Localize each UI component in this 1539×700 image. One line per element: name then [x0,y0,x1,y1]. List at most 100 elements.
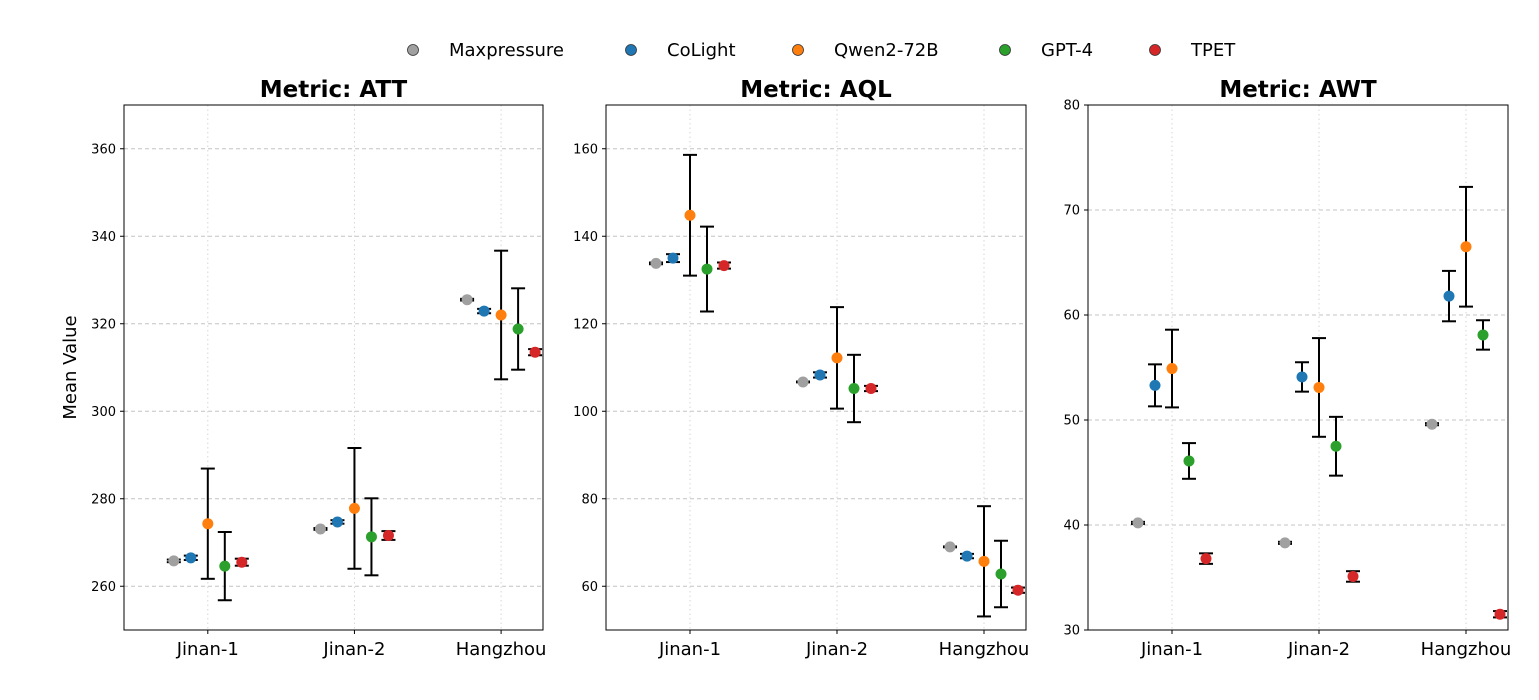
data-point [1347,570,1359,582]
point-gpt-4-jinan-1 [1182,442,1196,480]
x-tick-label-hangzhou: Hangzhou [1421,639,1512,660]
data-point [202,518,214,530]
y-tick-label: 70 [1063,204,1080,219]
panel-title: Metric: ATT [260,77,408,103]
data-point [684,209,696,221]
point-maxpressure-hangzhou [460,294,475,306]
point-maxpressure-jinan-1 [1131,517,1145,529]
point-colight-jinan-2 [1295,361,1309,393]
y-tick-label: 60 [1063,309,1080,324]
legend-marker-qwen2-72b [792,44,804,56]
y-tick-label: 260 [91,580,116,595]
data-point [512,323,524,335]
point-colight-hangzhou [960,550,974,562]
data-point [961,550,973,562]
x-tick-label-jinan-1: Jinan-1 [658,639,721,660]
point-tpet-jinan-2 [1346,570,1360,583]
data-point [365,531,377,543]
point-gpt-4-jinan-2 [364,497,379,577]
y-tick-label: 300 [91,405,116,420]
point-tpet-jinan-1 [717,260,731,272]
data-point [1330,440,1342,452]
x-tick-label-jinan-2: Jinan-2 [805,639,868,660]
y-tick-label: 120 [573,317,598,332]
data-point [495,309,507,321]
data-point [1183,455,1195,467]
y-tick-label: 160 [573,142,598,157]
legend-label-tpet: TPET [1190,40,1236,61]
point-colight-hangzhou [1442,269,1456,323]
plot-frame [123,104,544,631]
legend-marker-tpet [1149,44,1161,56]
point-qwen2-72b-jinan-1 [200,467,215,580]
point-qwen2-72b-jinan-1 [1165,328,1179,409]
data-point [718,260,730,272]
x-tick-label-hangzhou: Hangzhou [939,639,1030,660]
y-tick-label: 340 [91,230,116,245]
legend-label-qwen2-72b: Qwen2-72B [834,40,939,61]
panel-title: Metric: AWT [1219,77,1377,103]
point-colight-jinan-1 [1148,363,1162,408]
point-gpt-4-jinan-2 [1329,415,1343,477]
legend-marker-gpt-4 [999,44,1011,56]
point-qwen2-72b-hangzhou [1459,185,1473,308]
data-point [1166,363,1178,375]
point-qwen2-72b-jinan-2 [830,306,844,410]
data-point [831,352,843,364]
legend-label-maxpressure: Maxpressure [449,40,564,61]
point-maxpressure-jinan-2 [796,376,810,388]
y-tick-label: 320 [91,317,116,332]
data-point [1296,371,1308,383]
x-tick-label-jinan-1: Jinan-1 [176,639,239,660]
data-point [865,383,877,394]
y-tick-label: 280 [91,492,116,507]
plot-frame [1087,104,1509,631]
y-axis-label: Mean Value [60,315,81,419]
panel-title: Metric: AQL [740,77,892,103]
point-maxpressure-jinan-1 [166,555,181,567]
x-tick-label-jinan-2: Jinan-2 [1287,639,1350,660]
data-point [1477,329,1489,341]
data-point [1443,290,1455,302]
point-colight-jinan-1 [183,552,198,564]
point-gpt-4-jinan-1 [217,531,232,602]
point-tpet-hangzhou [1011,584,1025,596]
point-qwen2-72b-hangzhou [977,505,991,618]
point-gpt-4-hangzhou [1476,319,1490,351]
x-tick-label-hangzhou: Hangzhou [456,639,547,660]
point-colight-jinan-2 [330,516,345,528]
data-point [168,555,180,567]
y-tick-label: 140 [573,230,598,245]
data-point [848,383,860,394]
data-point [1200,553,1212,565]
point-gpt-4-hangzhou [511,287,526,371]
data-point [1313,381,1325,393]
point-maxpressure-jinan-1 [649,257,663,269]
legend: Maxpressure CoLight Qwen2-72B GPT-4 TPET [407,40,1236,61]
data-point [331,516,343,528]
data-point [382,530,394,541]
point-colight-jinan-2 [813,369,827,381]
data-point [185,552,197,564]
point-tpet-jinan-1 [234,556,249,568]
data-point [978,555,990,567]
data-point [995,568,1007,580]
data-point [348,502,360,514]
y-tick-label: 100 [573,405,598,420]
x-tick-label-jinan-1: Jinan-1 [1140,639,1203,660]
point-maxpressure-jinan-2 [1278,537,1292,549]
y-tick-label: 50 [1063,414,1080,429]
point-tpet-hangzhou [1493,608,1507,620]
point-gpt-4-hangzhou [994,539,1008,609]
y-tick-label: 80 [1063,99,1080,114]
point-tpet-jinan-2 [381,530,396,541]
point-tpet-jinan-2 [864,383,878,394]
y-tick-label: 60 [581,580,598,595]
legend-label-gpt-4: GPT-4 [1041,40,1093,61]
plot-frame [605,104,1027,631]
y-tick-label: 80 [581,492,598,507]
data-point [529,346,541,358]
data-point [236,556,248,568]
x-tick-label-jinan-2: Jinan-2 [322,639,385,660]
